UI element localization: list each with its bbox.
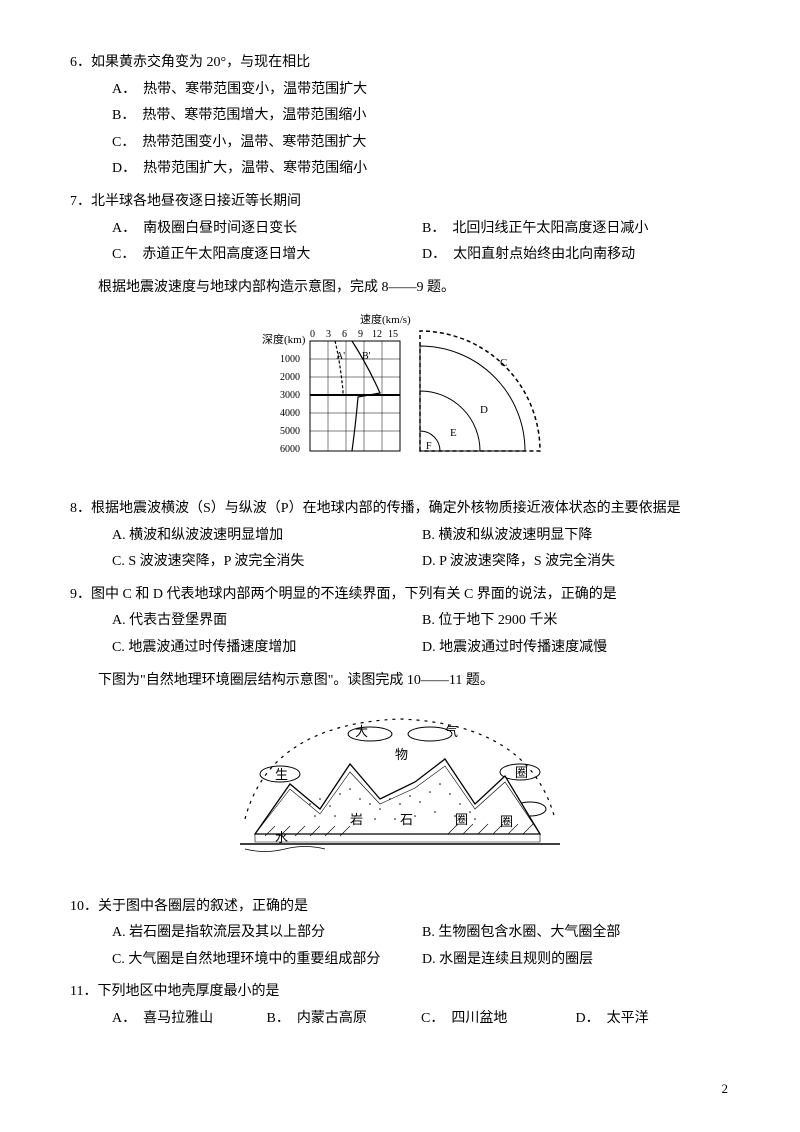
fig1-xt1: 3 [326, 329, 331, 340]
q9-opt-d: D. 地震波通过时传播速度减慢 [422, 635, 730, 662]
fig2-quan3: 圈 [500, 814, 513, 829]
question-6: 6．如果黄赤交角变为 20°，与现在相比 A． 热带、寒带范围变小，温带范围扩大… [70, 50, 730, 183]
fig1-yt4: 5000 [280, 426, 300, 437]
fig1-label-e: E [450, 427, 457, 439]
q11-opt-a: A． 喜马拉雅山 [112, 1006, 267, 1033]
q7-opt-d: D． 太阳直射点始终由北向南移动 [422, 242, 730, 269]
q11-opt-d: D． 太平洋 [576, 1006, 731, 1033]
q9-options: A. 代表古登堡界面 B. 位于地下 2900 千米 C. 地震波通过时传播速度… [112, 608, 730, 661]
q9-opt-c: C. 地震波通过时传播速度增加 [112, 635, 412, 662]
page-number: 2 [722, 1077, 729, 1102]
fig1-xt0: 0 [310, 329, 315, 340]
q6-opt-a: A． 热带、寒带范围变小，温带范围扩大 [112, 77, 730, 104]
q11-opt-b: B． 内蒙古高原 [267, 1006, 422, 1033]
q10-options: A. 岩石圈是指软流层及其以上部分 B. 生物圈包含水圈、大气圈全部 C. 大气… [112, 920, 730, 973]
q7-opt-c: C． 赤道正午太阳高度逐日增大 [112, 242, 412, 269]
figure-seismic: 速度(km/s) 深度(km) 0 3 6 9 12 15 1000 2000 … [70, 311, 730, 482]
q8-opt-d: D. P 波波速突降，S 波完全消失 [422, 549, 730, 576]
fig1-yt3: 4000 [280, 408, 300, 419]
q8-stem: 8．根据地震波横波（S）与纵波（P）在地球内部的传播，确定外核物质接近液体状态的… [70, 496, 730, 523]
fig1-label-c: C [500, 357, 507, 369]
fig2-da: 大 [355, 724, 368, 739]
fig1-xt3: 9 [358, 329, 363, 340]
q9-opt-a: A. 代表古登堡界面 [112, 608, 412, 635]
fig1-xt2: 6 [342, 329, 347, 340]
q11-opt-c: C． 四川盆地 [421, 1006, 576, 1033]
fig1-depth-label: 深度(km) [262, 332, 306, 346]
q8-opt-a: A. 横波和纵波波速明显增加 [112, 523, 412, 550]
q10-opt-c: C. 大气圈是自然地理环境中的重要组成部分 [112, 947, 412, 974]
q11-stem: 11．下列地区中地壳厚度最小的是 [70, 979, 730, 1006]
q9-opt-b: B. 位于地下 2900 千米 [422, 608, 730, 635]
q6-options: A． 热带、寒带范围变小，温带范围扩大 B． 热带、寒带范围增大，温带范围缩小 … [112, 77, 730, 183]
fig2-yan: 岩 [350, 812, 363, 827]
fig1-label-a: A' [336, 351, 345, 362]
fig1-yt0: 1000 [280, 354, 300, 365]
question-10: 10．关于图中各圈层的叙述，正确的是 A. 岩石圈是指软流层及其以上部分 B. … [70, 894, 730, 974]
q9-stem: 9．图中 C 和 D 代表地球内部两个明显的不连续界面，下列有关 C 界面的说法… [70, 582, 730, 609]
q8-opt-b: B. 横波和纵波波速明显下降 [422, 523, 730, 550]
fig1-speed-label: 速度(km/s) [360, 312, 411, 326]
figure-spheres: 大 气 生 物 圈 岩 石 圈 圈 水 [70, 704, 730, 880]
fig2-wu: 物 [395, 747, 408, 762]
q10-opt-d: D. 水圈是连续且规则的圈层 [422, 947, 730, 974]
question-8: 8．根据地震波横波（S）与纵波（P）在地球内部的传播，确定外核物质接近液体状态的… [70, 496, 730, 576]
fig2-qi: 气 [445, 724, 458, 739]
context-10-11: 下图为"自然地理环境圈层结构示意图"。读图完成 10——11 题。 [98, 668, 730, 695]
q11-options: A． 喜马拉雅山 B． 内蒙古高原 C． 四川盆地 D． 太平洋 [112, 1006, 730, 1033]
q7-opt-b: B． 北回归线正午太阳高度逐日减小 [422, 216, 730, 243]
q10-stem: 10．关于图中各圈层的叙述，正确的是 [70, 894, 730, 921]
q7-stem: 7．北半球各地昼夜逐日接近等长期间 [70, 189, 730, 216]
fig1-yt5: 6000 [280, 444, 300, 455]
fig2-sheng: 生 [275, 767, 288, 782]
question-9: 9．图中 C 和 D 代表地球内部两个明显的不连续界面，下列有关 C 界面的说法… [70, 582, 730, 662]
context-8-9: 根据地震波速度与地球内部构造示意图，完成 8——9 题。 [98, 275, 730, 302]
q10-opt-a: A. 岩石圈是指软流层及其以上部分 [112, 920, 412, 947]
fig1-yt1: 2000 [280, 372, 300, 383]
fig2-shui: 水 [275, 830, 288, 845]
q6-opt-d: D． 热带范围扩大，温带、寒带范围缩小 [112, 156, 730, 183]
fig1-label-d: D [480, 404, 488, 416]
q7-opt-a: A． 南极圈白昼时间逐日变长 [112, 216, 412, 243]
fig2-quan1: 圈 [515, 765, 528, 780]
fig2-quan2: 圈 [455, 812, 468, 827]
fig1-yt2: 3000 [280, 390, 300, 401]
question-11: 11．下列地区中地壳厚度最小的是 A． 喜马拉雅山 B． 内蒙古高原 C． 四川… [70, 979, 730, 1032]
fig1-xt4: 12 [372, 329, 382, 340]
q6-opt-c: C． 热带范围变小，温带、寒带范围扩大 [112, 130, 730, 157]
q6-opt-b: B． 热带、寒带范围增大，温带范围缩小 [112, 103, 730, 130]
q8-opt-c: C. S 波波速突降，P 波完全消失 [112, 549, 412, 576]
q10-opt-b: B. 生物圈包含水圈、大气圈全部 [422, 920, 730, 947]
q6-stem: 6．如果黄赤交角变为 20°，与现在相比 [70, 50, 730, 77]
fig2-shi: 石 [400, 812, 413, 827]
fig1-label-b: B' [362, 351, 371, 362]
fig1-label-f: F [426, 441, 432, 452]
q8-options: A. 横波和纵波波速明显增加 B. 横波和纵波波速明显下降 C. S 波波速突降… [112, 523, 730, 576]
fig1-xt5: 15 [388, 329, 398, 340]
q7-options: A． 南极圈白昼时间逐日变长 B． 北回归线正午太阳高度逐日减小 C． 赤道正午… [112, 216, 730, 269]
question-7: 7．北半球各地昼夜逐日接近等长期间 A． 南极圈白昼时间逐日变长 B． 北回归线… [70, 189, 730, 269]
